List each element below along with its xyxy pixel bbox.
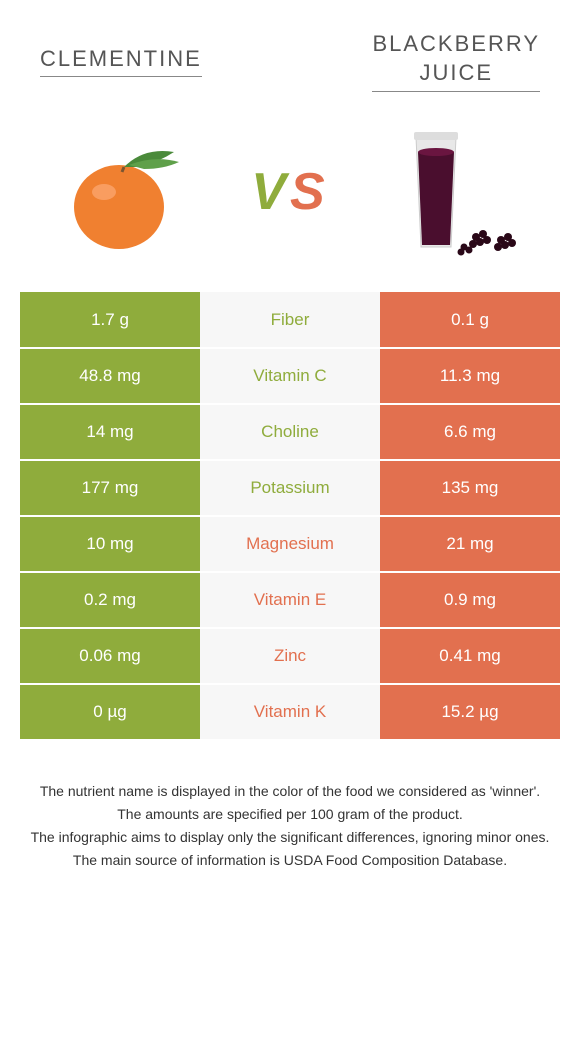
value-left: 1.7 g bbox=[20, 292, 200, 348]
juice-icon bbox=[376, 122, 526, 262]
nutrient-name: Vitamin K bbox=[200, 684, 380, 740]
value-right: 0.41 mg bbox=[380, 628, 560, 684]
title-left: CLEMENTINE bbox=[40, 46, 202, 77]
table-row: 0.2 mgVitamin E0.9 mg bbox=[20, 572, 560, 628]
table-row: 0.06 mgZinc0.41 mg bbox=[20, 628, 560, 684]
vs-v: V bbox=[251, 163, 290, 221]
clementine-icon bbox=[64, 127, 194, 257]
nutrient-name: Magnesium bbox=[200, 516, 380, 572]
value-right: 11.3 mg bbox=[380, 348, 560, 404]
value-right: 6.6 mg bbox=[380, 404, 560, 460]
nutrient-name: Choline bbox=[200, 404, 380, 460]
value-left: 0.2 mg bbox=[20, 572, 200, 628]
blackberry-juice-image bbox=[376, 122, 526, 262]
nutrient-tbody: 1.7 gFiber0.1 g48.8 mgVitamin C11.3 mg14… bbox=[20, 292, 560, 740]
title-right-line2: JUICE bbox=[419, 60, 493, 85]
table-row: 14 mgCholine6.6 mg bbox=[20, 404, 560, 460]
images-row: VS bbox=[0, 112, 580, 292]
nutrient-name: Potassium bbox=[200, 460, 380, 516]
vs-s: S bbox=[290, 163, 329, 221]
footnote-line: The infographic aims to display only the… bbox=[20, 827, 560, 848]
footnote-line: The main source of information is USDA F… bbox=[20, 850, 560, 871]
value-left: 0 µg bbox=[20, 684, 200, 740]
footnote-line: The nutrient name is displayed in the co… bbox=[20, 781, 560, 802]
nutrient-name: Vitamin C bbox=[200, 348, 380, 404]
value-right: 0.1 g bbox=[380, 292, 560, 348]
title-right-line1: BLACKBERRY bbox=[372, 31, 540, 56]
value-right: 0.9 mg bbox=[380, 572, 560, 628]
table-row: 0 µgVitamin K15.2 µg bbox=[20, 684, 560, 740]
clementine-image bbox=[54, 122, 204, 262]
table-row: 48.8 mgVitamin C11.3 mg bbox=[20, 348, 560, 404]
table-row: 177 mgPotassium135 mg bbox=[20, 460, 560, 516]
header: CLEMENTINE BLACKBERRY JUICE bbox=[0, 0, 580, 112]
value-left: 14 mg bbox=[20, 404, 200, 460]
title-right: BLACKBERRY JUICE bbox=[372, 30, 540, 92]
value-left: 0.06 mg bbox=[20, 628, 200, 684]
table-row: 1.7 gFiber0.1 g bbox=[20, 292, 560, 348]
value-left: 48.8 mg bbox=[20, 348, 200, 404]
footnote-line: The amounts are specified per 100 gram o… bbox=[20, 804, 560, 825]
value-right: 21 mg bbox=[380, 516, 560, 572]
value-left: 177 mg bbox=[20, 460, 200, 516]
value-right: 135 mg bbox=[380, 460, 560, 516]
nutrient-name: Zinc bbox=[200, 628, 380, 684]
vs-label: VS bbox=[251, 162, 328, 222]
value-left: 10 mg bbox=[20, 516, 200, 572]
nutrient-name: Vitamin E bbox=[200, 572, 380, 628]
footnotes: The nutrient name is displayed in the co… bbox=[0, 741, 580, 893]
nutrient-name: Fiber bbox=[200, 292, 380, 348]
value-right: 15.2 µg bbox=[380, 684, 560, 740]
table-row: 10 mgMagnesium21 mg bbox=[20, 516, 560, 572]
nutrient-table: 1.7 gFiber0.1 g48.8 mgVitamin C11.3 mg14… bbox=[20, 292, 560, 741]
